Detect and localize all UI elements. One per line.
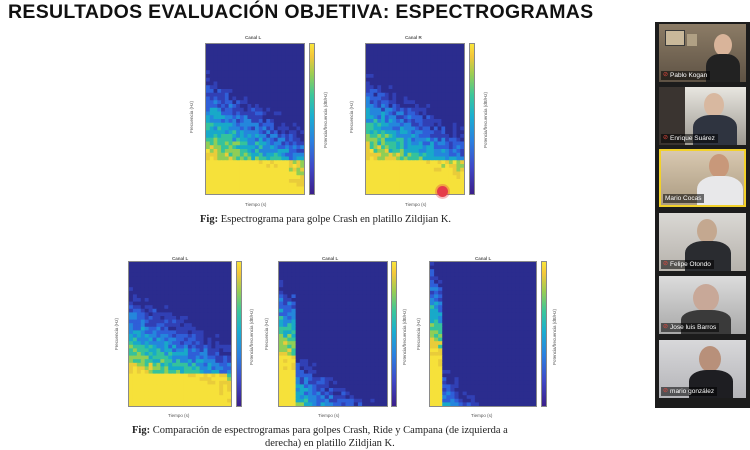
colorbar: [236, 261, 242, 407]
colorbar: [309, 43, 315, 195]
participant-name-tag: ⊘ mario gonzález: [661, 387, 718, 396]
mic-muted-icon: ⊘: [663, 324, 669, 330]
colorbar-label: Potencia/frecuencia (dB/Hz): [249, 308, 254, 365]
participant-name: mario gonzález: [670, 388, 715, 395]
slide-title: RESULTADOS EVALUACIÓN OBJETIVA: ESPECTRO…: [8, 1, 594, 23]
colorbar-label: Potencia/frecuencia (dB/Hz): [483, 91, 488, 148]
figure-2-caption-line-2: derecha) en platillo Zildjian K.: [265, 438, 395, 449]
spectrogram-image: [205, 43, 305, 195]
caption-text: Comparación de espectrogramas para golpe…: [150, 425, 508, 436]
colorbar: [469, 43, 475, 195]
figure-1-caption: Fig: Espectrograma para golpe Crash en p…: [200, 214, 451, 225]
presentation-slide: RESULTADOS EVALUACIÓN OBJETIVA: ESPECTRO…: [8, 1, 594, 449]
participant-name-tag: ⊘ Felipe Otondo: [661, 260, 714, 269]
y-axis-label: Frecuencia (Hz): [349, 100, 354, 133]
participant-name-tag: ⊘ Pablo Kogan: [661, 71, 711, 80]
x-axis-label: Tiempo (s): [245, 202, 267, 207]
participant-tile-pablo-kogan[interactable]: ⊘ Pablo Kogan: [659, 24, 746, 82]
colorbar-label: Potencia/frecuencia (dB/Hz): [402, 308, 407, 365]
spectrogram-image: [128, 261, 232, 407]
participant-tile-mario-cocas[interactable]: Mario Cocas: [659, 149, 746, 207]
participant-tile-enrique-suarez[interactable]: ⊘ Enrique Suárez: [659, 87, 746, 145]
plot-title: Canal R: [405, 35, 422, 40]
participant-name: Pablo Kogan: [670, 72, 708, 79]
caption-text: Espectrograma para golpe Crash en platil…: [218, 214, 452, 225]
spectrogram-image: [278, 261, 388, 407]
caption-label: Fig:: [200, 214, 219, 225]
plot-title: Canal L: [172, 256, 189, 261]
participant-name: Felipe Otondo: [670, 261, 711, 268]
y-axis-label: Frecuencia (Hz): [114, 317, 119, 350]
plot-title: Canal L: [245, 35, 262, 40]
mic-muted-icon: ⊘: [663, 72, 669, 78]
x-axis-label: Tiempo (s): [405, 202, 427, 207]
participant-name-tag: ⊘ Jose luis Barros: [661, 323, 720, 332]
participant-name-tag: Mario Cocas: [663, 194, 705, 203]
participant-name: Jose luis Barros: [670, 324, 717, 331]
participant-name: Enrique Suárez: [670, 135, 715, 142]
mic-muted-icon: ⊘: [663, 388, 669, 394]
x-axis-label: Tiempo (s): [471, 413, 493, 418]
mic-muted-icon: ⊘: [663, 261, 669, 267]
cursor-highlight: [437, 186, 448, 197]
colorbar: [541, 261, 547, 407]
participant-tile-felipe-otondo[interactable]: ⊘ Felipe Otondo: [659, 213, 746, 271]
spectrogram-crash: Canal L Frecuencia (Hz) Potencia/frecuen…: [112, 255, 257, 420]
spectrogram-image: [429, 261, 537, 407]
participant-tile-mario-gonzalez[interactable]: ⊘ mario gonzález: [659, 340, 746, 398]
colorbar: [391, 261, 397, 407]
x-axis-label: Tiempo (s): [168, 413, 190, 418]
y-axis-label: Frecuencia (Hz): [416, 317, 421, 350]
y-axis-label: Frecuencia (Hz): [264, 317, 269, 350]
colorbar-label: Potencia/frecuencia (dB/Hz): [552, 308, 557, 365]
participant-name-tag: ⊘ Enrique Suárez: [661, 134, 718, 143]
y-axis-label: Frecuencia (Hz): [189, 100, 194, 133]
spectrogram-crash-left: Canal L Frecuencia (Hz) Potencia/frecuen…: [185, 33, 330, 211]
participant-tile-jose-luis-barros[interactable]: ⊘ Jose luis Barros: [659, 276, 746, 334]
caption-label: Fig:: [132, 425, 151, 436]
spectrogram-ride: Canal L Frecuencia (Hz) Potencia/frecuen…: [262, 255, 407, 420]
spectrogram-bell: Canal L Frecuencia (Hz) Potencia/frecuen…: [415, 255, 560, 420]
video-participants-panel: ⊘ Pablo Kogan ⊘ Enrique Suárez Mario Coc…: [655, 22, 750, 408]
figure-2-caption-line-1: Fig: Comparación de espectrogramas para …: [132, 425, 508, 436]
participant-name: Mario Cocas: [665, 195, 702, 202]
mic-muted-icon: ⊘: [663, 135, 669, 141]
colorbar-label: Potencia/frecuencia (dB/Hz): [323, 91, 328, 148]
plot-title: Canal L: [475, 256, 492, 261]
plot-title: Canal L: [322, 256, 339, 261]
x-axis-label: Tiempo (s): [318, 413, 340, 418]
spectrogram-image: [365, 43, 465, 195]
spectrogram-crash-right: Canal R Frecuencia (Hz) Potencia/frecuen…: [345, 33, 490, 211]
